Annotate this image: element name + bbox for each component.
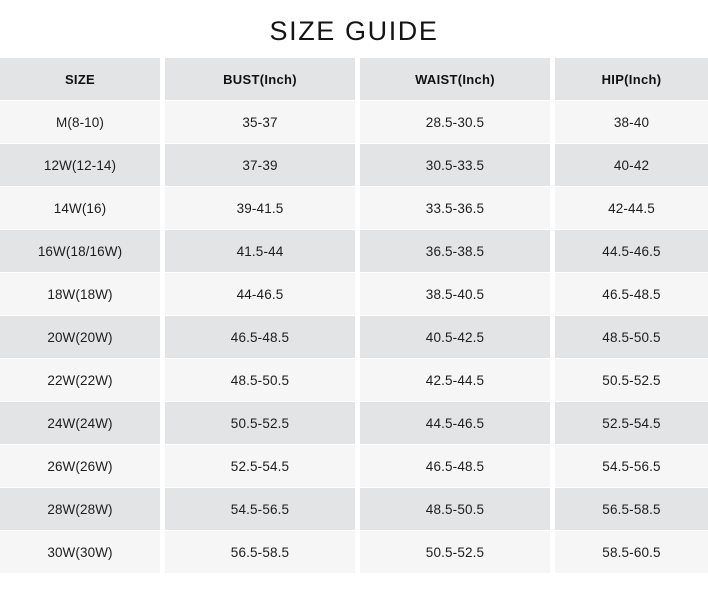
table-cell-waist: 30.5-33.5 bbox=[360, 144, 555, 187]
table-cell-bust: 46.5-48.5 bbox=[165, 316, 360, 359]
table-cell-waist: 33.5-36.5 bbox=[360, 187, 555, 230]
table-cell-bust: 52.5-54.5 bbox=[165, 445, 360, 488]
table-row: 18W(18W) 44-46.5 38.5-40.5 46.5-48.5 bbox=[0, 273, 708, 316]
table-cell-bust: 44-46.5 bbox=[165, 273, 360, 316]
table-cell-waist: 38.5-40.5 bbox=[360, 273, 555, 316]
table-cell-bust: 54.5-56.5 bbox=[165, 488, 360, 531]
table-cell-bust: 37-39 bbox=[165, 144, 360, 187]
table-cell-bust: 48.5-50.5 bbox=[165, 359, 360, 402]
table-cell-waist: 36.5-38.5 bbox=[360, 230, 555, 273]
table-cell-bust: 35-37 bbox=[165, 101, 360, 144]
table-cell-hip: 48.5-50.5 bbox=[555, 316, 708, 359]
table-cell-hip: 38-40 bbox=[555, 101, 708, 144]
table-cell-size: 30W(30W) bbox=[0, 531, 165, 574]
table-cell-waist: 48.5-50.5 bbox=[360, 488, 555, 531]
table-cell-size: M(8-10) bbox=[0, 101, 165, 144]
table-cell-hip: 40-42 bbox=[555, 144, 708, 187]
size-guide-table: SIZE BUST(Inch) WAIST(Inch) HIP(Inch) M(… bbox=[0, 58, 708, 574]
table-cell-size: 12W(12-14) bbox=[0, 144, 165, 187]
table-cell-waist: 40.5-42.5 bbox=[360, 316, 555, 359]
table-cell-bust: 56.5-58.5 bbox=[165, 531, 360, 574]
table-cell-waist: 42.5-44.5 bbox=[360, 359, 555, 402]
table-cell-waist: 46.5-48.5 bbox=[360, 445, 555, 488]
table-cell-size: 14W(16) bbox=[0, 187, 165, 230]
table-row: 22W(22W) 48.5-50.5 42.5-44.5 50.5-52.5 bbox=[0, 359, 708, 402]
table-cell-hip: 58.5-60.5 bbox=[555, 531, 708, 574]
table-cell-waist: 28.5-30.5 bbox=[360, 101, 555, 144]
table-row: 16W(18/16W) 41.5-44 36.5-38.5 44.5-46.5 bbox=[0, 230, 708, 273]
column-header-size: SIZE bbox=[0, 58, 165, 101]
table-cell-size: 18W(18W) bbox=[0, 273, 165, 316]
table-cell-size: 22W(22W) bbox=[0, 359, 165, 402]
table-cell-size: 20W(20W) bbox=[0, 316, 165, 359]
table-cell-bust: 50.5-52.5 bbox=[165, 402, 360, 445]
table-cell-bust: 39-41.5 bbox=[165, 187, 360, 230]
table-cell-hip: 46.5-48.5 bbox=[555, 273, 708, 316]
table-row: 14W(16) 39-41.5 33.5-36.5 42-44.5 bbox=[0, 187, 708, 230]
table-header: SIZE BUST(Inch) WAIST(Inch) HIP(Inch) bbox=[0, 58, 708, 101]
column-header-waist: WAIST(Inch) bbox=[360, 58, 555, 101]
table-row: 24W(24W) 50.5-52.5 44.5-46.5 52.5-54.5 bbox=[0, 402, 708, 445]
table-row: 26W(26W) 52.5-54.5 46.5-48.5 54.5-56.5 bbox=[0, 445, 708, 488]
table-row: 20W(20W) 46.5-48.5 40.5-42.5 48.5-50.5 bbox=[0, 316, 708, 359]
table-cell-hip: 52.5-54.5 bbox=[555, 402, 708, 445]
table-cell-hip: 44.5-46.5 bbox=[555, 230, 708, 273]
table-cell-waist: 50.5-52.5 bbox=[360, 531, 555, 574]
table-row: 30W(30W) 56.5-58.5 50.5-52.5 58.5-60.5 bbox=[0, 531, 708, 574]
table-cell-hip: 50.5-52.5 bbox=[555, 359, 708, 402]
table-row: 28W(28W) 54.5-56.5 48.5-50.5 56.5-58.5 bbox=[0, 488, 708, 531]
table-cell-hip: 54.5-56.5 bbox=[555, 445, 708, 488]
table-body: M(8-10) 35-37 28.5-30.5 38-40 12W(12-14) 37-3… bbox=[0, 101, 708, 574]
table-row: 12W(12-14) 37-39 30.5-33.5 40-42 bbox=[0, 144, 708, 187]
table-cell-size: 26W(26W) bbox=[0, 445, 165, 488]
table-cell-size: 28W(28W) bbox=[0, 488, 165, 531]
table-cell-size: 24W(24W) bbox=[0, 402, 165, 445]
column-header-bust: BUST(Inch) bbox=[165, 58, 360, 101]
table-cell-hip: 56.5-58.5 bbox=[555, 488, 708, 531]
table-row: M(8-10) 35-37 28.5-30.5 38-40 bbox=[0, 101, 708, 144]
table-cell-size: 16W(18/16W) bbox=[0, 230, 165, 273]
table-cell-hip: 42-44.5 bbox=[555, 187, 708, 230]
column-header-hip: HIP(Inch) bbox=[555, 58, 708, 101]
table-header-row: SIZE BUST(Inch) WAIST(Inch) HIP(Inch) bbox=[0, 58, 708, 101]
table-cell-waist: 44.5-46.5 bbox=[360, 402, 555, 445]
page-title: SIZE GUIDE bbox=[269, 16, 439, 46]
table-cell-bust: 41.5-44 bbox=[165, 230, 360, 273]
